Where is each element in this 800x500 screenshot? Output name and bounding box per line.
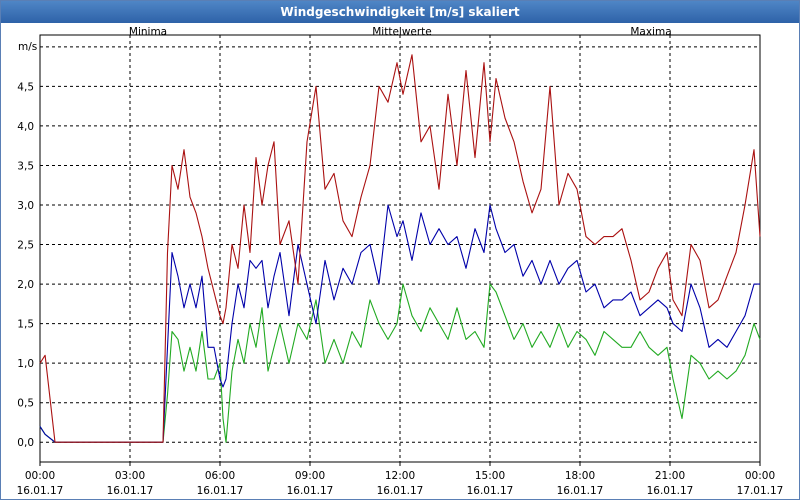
series-line-maxima: [39, 54, 761, 443]
y-tick-label: 1,5: [17, 319, 34, 331]
x-tick-time: 21:00: [655, 470, 685, 482]
y-tick-label: 0,5: [17, 398, 34, 410]
series-line-minima: [39, 283, 761, 443]
x-tick-time: 18:00: [565, 470, 595, 482]
legend-mittelwerte: Mittelwerte: [372, 26, 432, 38]
x-tick-date: 16.01.17: [647, 485, 694, 497]
x-tick-time: 09:00: [295, 470, 325, 482]
series-line-mittelwerte: [39, 204, 760, 443]
y-tick-labels: 0,0 0,5 1,0 1,5 2,0 2,5 3,0 3,5 4,0 4,5: [17, 81, 34, 449]
y-tick-label: 4,0: [17, 121, 34, 133]
x-tick-date: 17.01.17: [737, 485, 784, 497]
series-lines: [39, 54, 761, 443]
legend-minima: Minima: [129, 26, 167, 38]
y-tick-label: 1,0: [17, 358, 34, 370]
grid: [39, 35, 761, 466]
x-tick-time: 06:00: [205, 470, 235, 482]
x-tick-date: 16.01.17: [287, 485, 334, 497]
y-tick-label: 3,5: [17, 160, 34, 172]
x-tick-time: 15:00: [475, 470, 505, 482]
y-tick-label: 2,5: [17, 240, 34, 252]
x-tick-date: 16.01.17: [467, 485, 514, 497]
x-tick-time: 12:00: [385, 470, 415, 482]
y-tick-label: 3,0: [17, 200, 34, 212]
y-tick-label: 2,0: [17, 279, 34, 291]
x-tick-date: 16.01.17: [377, 485, 424, 497]
x-tick-date: 16.01.17: [17, 485, 64, 497]
x-tick-labels: 00:00 16.01.17 03:00 16.01.17 06:00 16.01.17 0…: [17, 470, 784, 497]
y-tick-label: 4,5: [17, 81, 34, 93]
y-axis-unit-label: m/s: [18, 41, 37, 53]
chart-title-bar: Windgeschwindigkeit [m/s] skaliert: [1, 1, 799, 23]
x-tick-time: 00:00: [25, 470, 55, 482]
x-tick-date: 16.01.17: [197, 485, 244, 497]
x-tick-time: 03:00: [115, 470, 145, 482]
x-tick-time: 00:00: [745, 470, 775, 482]
legend-maxima: Maxima: [630, 26, 671, 38]
x-tick-date: 16.01.17: [557, 485, 604, 497]
x-tick-date: 16.01.17: [107, 485, 154, 497]
y-tick-label: 0,0: [17, 437, 34, 449]
